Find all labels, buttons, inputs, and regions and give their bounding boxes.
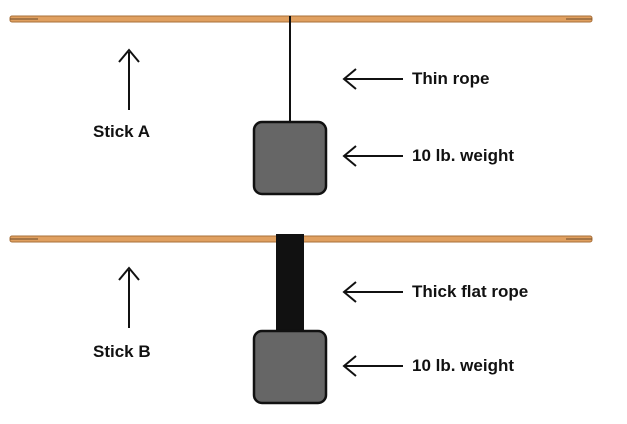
weight-a-arrow-icon bbox=[342, 145, 403, 167]
thick-flat-rope bbox=[276, 234, 304, 334]
weight-b bbox=[252, 329, 328, 405]
panel-b bbox=[9, 234, 593, 405]
stick-a-arrow-icon bbox=[118, 48, 140, 110]
thick-rope-label: Thick flat rope bbox=[412, 282, 529, 301]
thin-rope-label: Thin rope bbox=[412, 69, 490, 88]
thin-rope-arrow-icon bbox=[342, 68, 403, 90]
stick-b-arrow-icon bbox=[118, 266, 140, 328]
stick-a bbox=[9, 15, 593, 23]
weight-b-label: 10 lb. weight bbox=[412, 356, 515, 375]
thick-rope-arrow-icon bbox=[342, 281, 403, 303]
stick-a-label: Stick A bbox=[93, 122, 151, 141]
weight-a-label: 10 lb. weight bbox=[412, 146, 515, 165]
stick-b-label: Stick B bbox=[93, 342, 151, 361]
weight-b-arrow-icon bbox=[342, 355, 403, 377]
weight-a bbox=[252, 120, 328, 196]
panel-a bbox=[9, 15, 593, 196]
